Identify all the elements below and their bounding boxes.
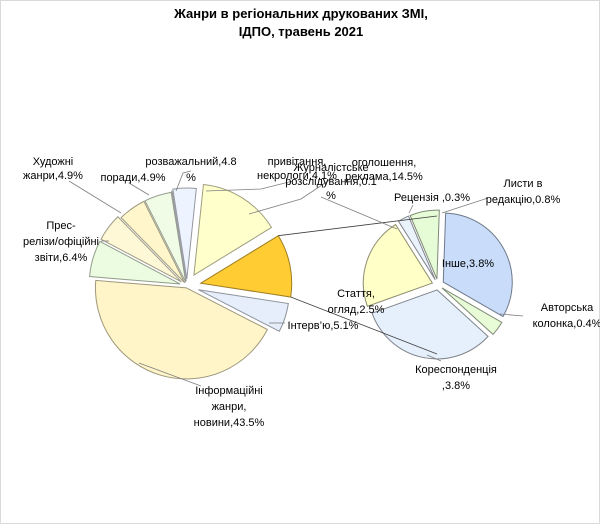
label-inshe-secondary-line: Інше,3.8% (442, 258, 494, 270)
leader-porady (128, 180, 150, 196)
label-rozsliduvannya-line: % (326, 190, 336, 202)
label-rozvaga-line: % (186, 172, 196, 184)
label-reklama: оголошення, реклама,14.5% (345, 157, 423, 183)
label-interview: Інтерв’ю,5.1% (288, 320, 359, 332)
secondary-slice-інше (442, 212, 513, 318)
main-slice-інформаційні-жанри-новини (94, 279, 269, 380)
label-presreliz: Прес-релізи/офіційні звіти,6.4% (23, 220, 99, 264)
secondary-slice-рецензія (397, 215, 436, 280)
main-slice-розважальний (144, 191, 187, 283)
label-rozsliduvannya-line: Журналістське (293, 162, 368, 174)
main-slice-інше (199, 235, 293, 298)
secondary-slice-стаття-огляд (362, 223, 434, 307)
secondary-slice-авторська-колонка (441, 287, 503, 336)
leader-reklama (248, 176, 335, 215)
main-slice-поради (120, 200, 186, 284)
label-lysty-line: редакцію,0.8% (486, 194, 561, 206)
label-korespondenciya-line: ,3.8% (442, 380, 470, 392)
label-rozsliduvannya-line: розслідування,0.1 (285, 176, 377, 188)
label-hudozhni-line: жанри,4.9% (23, 170, 83, 182)
label-informaciyni: Інформаційні жанри, новини,43.5% (194, 385, 265, 429)
leader-avtorska (499, 313, 524, 317)
chart-title-line-1: Жанри в регіональних друкованих ЗМІ, (174, 6, 428, 21)
leader-lysty (441, 197, 489, 214)
leader-hudozhni (68, 180, 122, 214)
label-informaciyni-line: новини,43.5% (194, 417, 265, 429)
leader-recenziya (408, 204, 414, 214)
main-slice-прес-релізи-офіційні-звіти (89, 240, 181, 285)
label-stattya-line: Стаття, (337, 288, 375, 300)
chart-title-line-2: ІДПО, травень 2021 (238, 24, 364, 39)
label-presreliz-line: Прес- (46, 220, 76, 232)
label-porady: поради,4.9% (100, 172, 165, 184)
label-avtorska: Авторська колонка,0.4% (533, 302, 600, 330)
label-hudozhni-line: Художні (33, 156, 74, 168)
label-interview-line: Інтерв’ю,5.1% (288, 320, 359, 332)
leader-korespondenciya (426, 354, 442, 362)
main-slice-інтерв-ю (198, 289, 289, 332)
chart-title: Жанри в регіональних друкованих ЗМІ, ІДП… (1, 5, 600, 41)
connector-line-bottom (290, 296, 438, 355)
label-rozvaga-line: розважальний,4.8 (145, 156, 236, 168)
label-korespondenciya-line: Кореспонденція (415, 364, 497, 376)
label-pryvitannya: привітання, некрологи,4.1% (257, 156, 337, 182)
leader-rozvaga (175, 170, 192, 192)
leader-informaciyni (138, 362, 202, 387)
label-korespondenciya: Кореспонденція ,3.8% (415, 364, 497, 392)
label-porady-line: поради,4.9% (100, 172, 165, 184)
secondary-slice-кореспонденція (371, 289, 489, 360)
label-informaciyni-line: жанри, (212, 401, 247, 413)
label-avtorska-line: колонка,0.4% (533, 318, 600, 330)
label-stattya: Стаття, огляд,2.5% (328, 288, 385, 316)
label-lysty-line: Листи в (504, 178, 543, 190)
leader-rozsliduvannya (320, 196, 398, 230)
main-slice-привітання-некрологи (172, 187, 197, 280)
label-informaciyni-line: Інформаційні (195, 385, 263, 397)
label-rozsliduvannya: Журналістське розслідування,0.1% (285, 162, 377, 202)
label-hudozhni: Художні жанри,4.9% (23, 156, 83, 182)
main-slice-художні-жанри (100, 216, 182, 283)
label-presreliz-line: звіти,6.4% (35, 252, 88, 264)
label-avtorska-line: Авторська (541, 302, 594, 314)
label-presreliz-line: релізи/офіційні (23, 236, 99, 248)
label-pryvitannya-line: некрологи,4.1% (257, 170, 337, 182)
connector-line-top (278, 215, 438, 237)
label-recenziya: Рецензія ,0.3% (394, 192, 470, 204)
label-stattya-line: огляд,2.5% (328, 304, 385, 316)
label-reklama-line: оголошення, (352, 157, 417, 169)
label-lysty: Листи в редакцію,0.8% (486, 178, 561, 206)
main-slice-оголошення-реклама (193, 183, 273, 276)
leader-pryvitannya (205, 180, 294, 192)
label-rozvaga: розважальний,4.8% (145, 156, 236, 184)
label-reklama-line: реклама,14.5% (345, 171, 423, 183)
secondary-slice-листи-в-редакцію (409, 209, 440, 280)
label-recenziya-line: Рецензія ,0.3% (394, 192, 470, 204)
label-pryvitannya-line: привітання, (268, 156, 327, 168)
main-slice-журналістське-розслідування (171, 190, 187, 282)
label-inshe-secondary: Інше,3.8% (442, 258, 494, 270)
